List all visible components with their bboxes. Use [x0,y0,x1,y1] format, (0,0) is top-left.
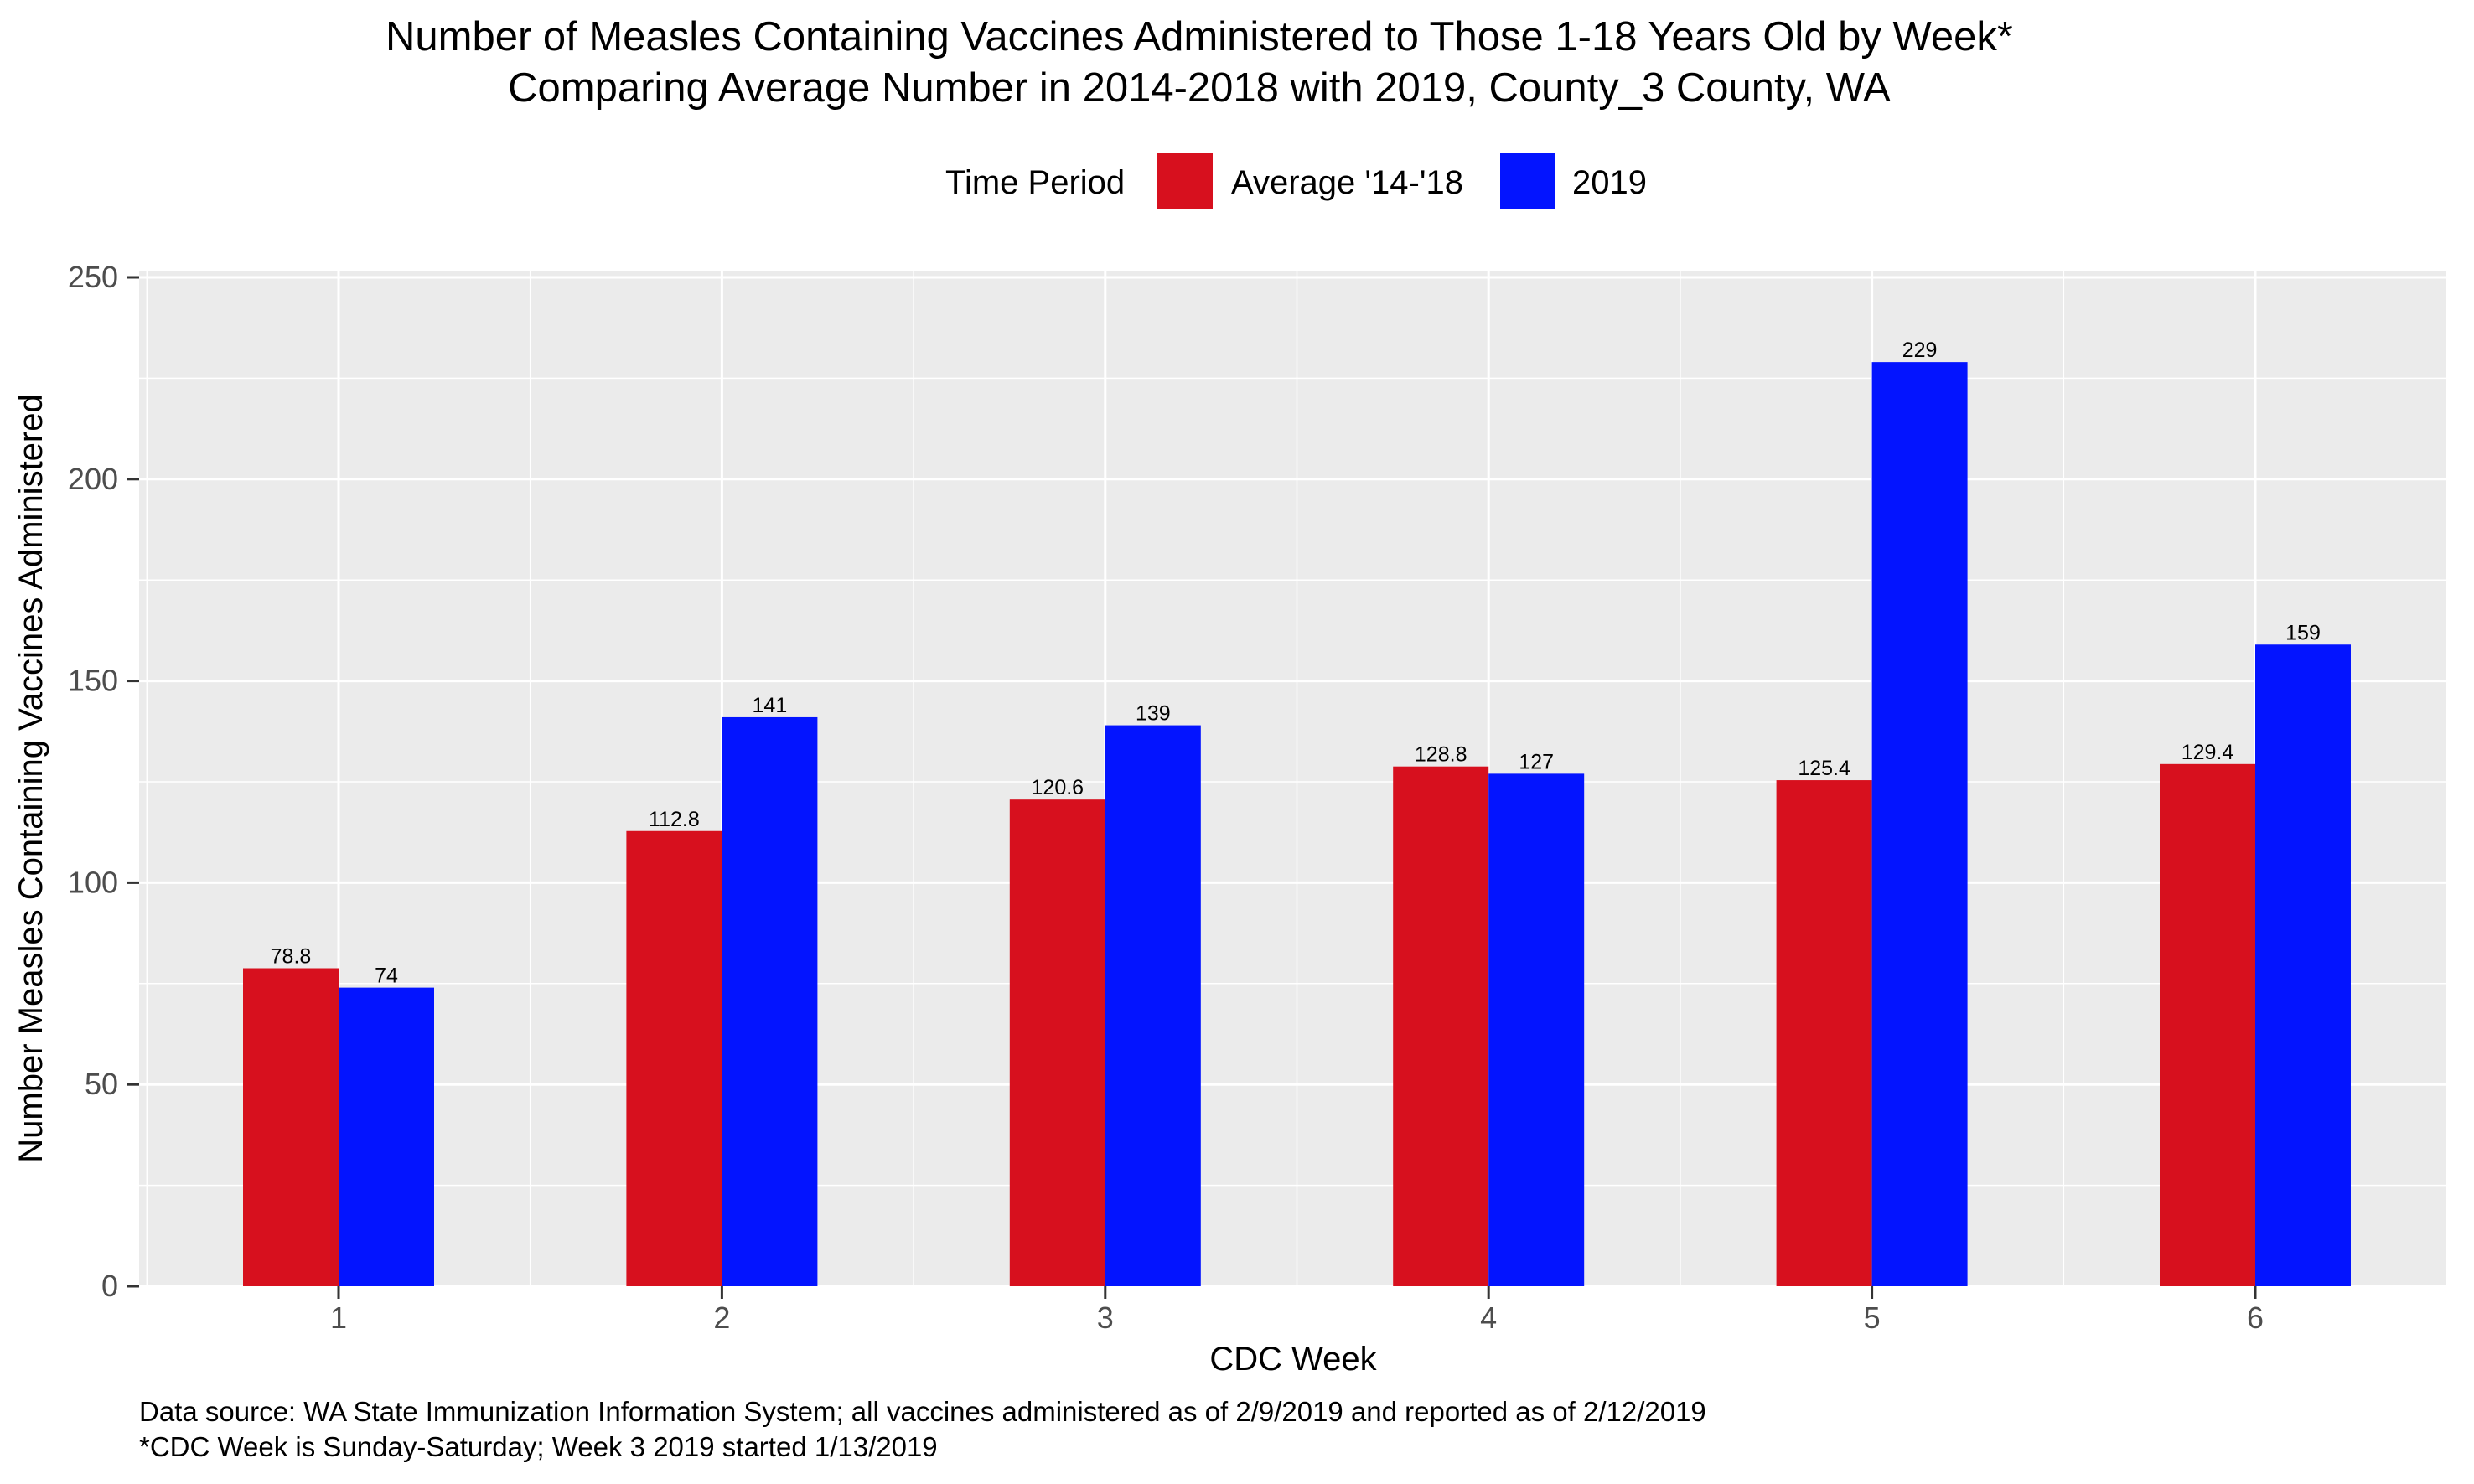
bar-average-14-18-week-2 [626,830,722,1286]
chart-title: Number of Measles Containing Vaccines Ad… [386,14,2013,59]
legend-swatch-average [1157,153,1213,209]
bar-2019-week-2 [722,716,818,1286]
y-axis-title: Number Measles Containing Vaccines Admin… [13,394,49,1162]
legend-swatch-2019 [1500,153,1555,209]
bar-2019-week-3 [1105,725,1201,1286]
data-label-average-14-18-week-4: 128.8 [1415,743,1467,767]
data-label-2019-week-4: 127 [1519,750,1554,773]
legend: Time Period Average '14-'18 2019 [945,153,1647,209]
y-tick-label: 250 [68,260,118,294]
data-label-average-14-18-week-1: 78.8 [271,944,312,968]
bar-2019-week-1 [339,987,434,1286]
caption-note: *CDC Week is Sunday-Saturday; Week 3 201… [139,1431,938,1462]
data-label-2019-week-3: 139 [1136,702,1171,726]
x-tick-label: 6 [2247,1300,2264,1335]
y-tick-label: 50 [85,1067,118,1101]
legend-title: Time Period [945,164,1125,201]
x-axis: 1 2 3 4 5 6 [330,1286,2264,1335]
bar-2019-week-6 [2255,644,2351,1286]
bar-average-14-18-week-5 [1776,780,1872,1286]
y-tick-label: 100 [68,865,118,899]
y-tick-label: 0 [101,1269,118,1303]
bar-average-14-18-week-4 [1393,766,1489,1286]
chart-subtitle: Comparing Average Number in 2014-2018 wi… [508,65,1891,111]
bar-2019-week-4 [1488,773,1585,1286]
data-label-average-14-18-week-2: 112.8 [649,808,700,831]
data-label-average-14-18-week-3: 120.6 [1032,776,1084,799]
bar-2019-week-5 [1871,362,1968,1286]
y-tick-label: 150 [68,664,118,698]
x-tick-label: 2 [713,1300,730,1335]
bars [243,362,2351,1286]
data-label-2019-week-5: 229 [1902,339,1938,362]
legend-label-average: Average '14-'18 [1231,164,1463,201]
plot-panel [139,271,2447,1286]
data-label-average-14-18-week-6: 129.4 [2182,741,2234,764]
grid-minor [139,271,2448,1286]
legend-label-2019: 2019 [1572,164,1647,201]
data-label-2019-week-6: 159 [2285,621,2321,644]
data-labels: 78.8 112.8 120.6 128.8 125.4 129.4 74 141 139 127… [271,339,2321,987]
x-tick-label: 1 [330,1300,347,1335]
y-axis: 0 50 100 150 200 250 [68,260,139,1303]
x-tick-label: 3 [1097,1300,1114,1335]
data-label-average-14-18-week-5: 125.4 [1798,757,1850,780]
x-axis-title: CDC Week [1209,1341,1377,1378]
y-tick-label: 200 [68,462,118,496]
bar-average-14-18-week-3 [1009,799,1105,1286]
x-tick-label: 5 [1864,1300,1881,1335]
bar-average-14-18-week-1 [243,968,339,1286]
caption-source: Data source: WA State Immunization Infor… [139,1396,1706,1427]
data-label-2019-week-1: 74 [375,964,398,988]
data-label-2019-week-2: 141 [753,694,788,717]
bar-average-14-18-week-6 [2160,763,2255,1286]
x-tick-label: 4 [1480,1300,1497,1335]
